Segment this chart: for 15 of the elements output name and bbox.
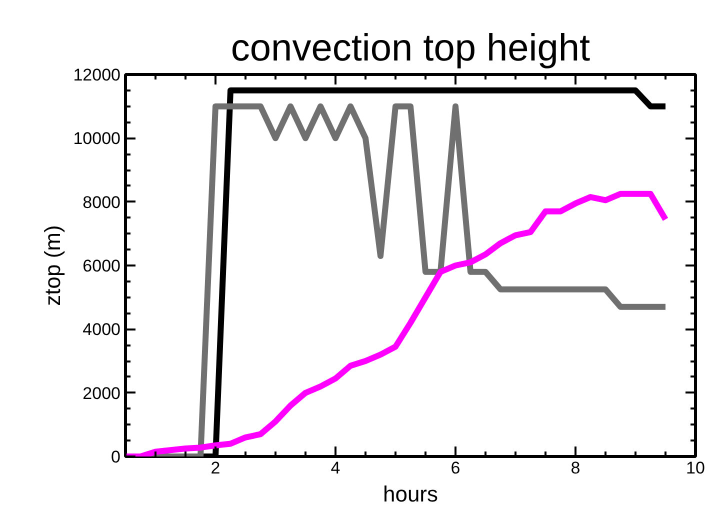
x-tick-label: 6	[450, 458, 460, 478]
y-tick-label: 8000	[82, 192, 121, 212]
y-tick-label: 10000	[73, 129, 121, 148]
x-tick-label: 8	[570, 458, 580, 478]
y-tick-label: 0	[111, 448, 121, 466]
x-tick-label: 10	[686, 458, 705, 478]
y-tick-label: 2000	[82, 384, 121, 403]
x-tick-label: 2	[210, 458, 220, 478]
chart-title: convection top height	[230, 28, 591, 70]
y-axis-title: ztop (m)	[40, 225, 66, 306]
y-tick-label: 6000	[82, 256, 121, 276]
y-tick-label: 12000	[73, 66, 121, 84]
y-tick-label: 4000	[82, 320, 121, 340]
x-axis-title: hours	[382, 482, 438, 506]
x-tick-label: 4	[330, 458, 340, 478]
